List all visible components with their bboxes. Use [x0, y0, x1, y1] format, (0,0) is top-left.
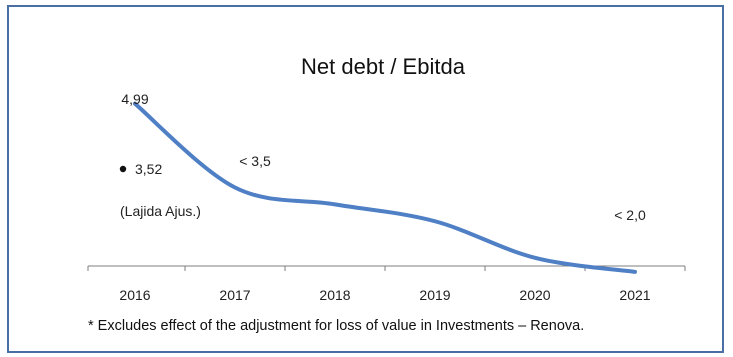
annotation-dot-marker	[119, 165, 127, 173]
plot-area: 2016 2017 2018 2019 2020 2021 4,99 < 3,5 < 2,0 3,…	[87, 91, 686, 303]
chart-title: Net debt / Ebitda	[301, 54, 466, 79]
annotation-value: 3,52	[135, 161, 162, 177]
x-tick-label: 2019	[419, 287, 450, 303]
data-label: < 3,5	[239, 153, 271, 169]
x-tick-label: 2020	[519, 287, 550, 303]
data-point	[333, 202, 337, 206]
chart-frame	[7, 5, 724, 353]
series-line	[133, 101, 637, 274]
data-point	[233, 186, 237, 190]
data-point	[633, 270, 637, 274]
x-tick-label: 2017	[219, 287, 250, 303]
x-tick-label: 2018	[319, 287, 350, 303]
data-point	[533, 256, 537, 260]
data-label: < 2,0	[614, 207, 646, 223]
data-point	[433, 219, 437, 223]
x-tick-label: 2021	[619, 287, 650, 303]
x-tick-label: 2016	[119, 287, 150, 303]
footnote: * Excludes effect of the adjustment for …	[88, 318, 584, 334]
annotation-note: (Lajida Ajus.)	[120, 203, 201, 219]
data-label: 4,99	[121, 91, 148, 107]
